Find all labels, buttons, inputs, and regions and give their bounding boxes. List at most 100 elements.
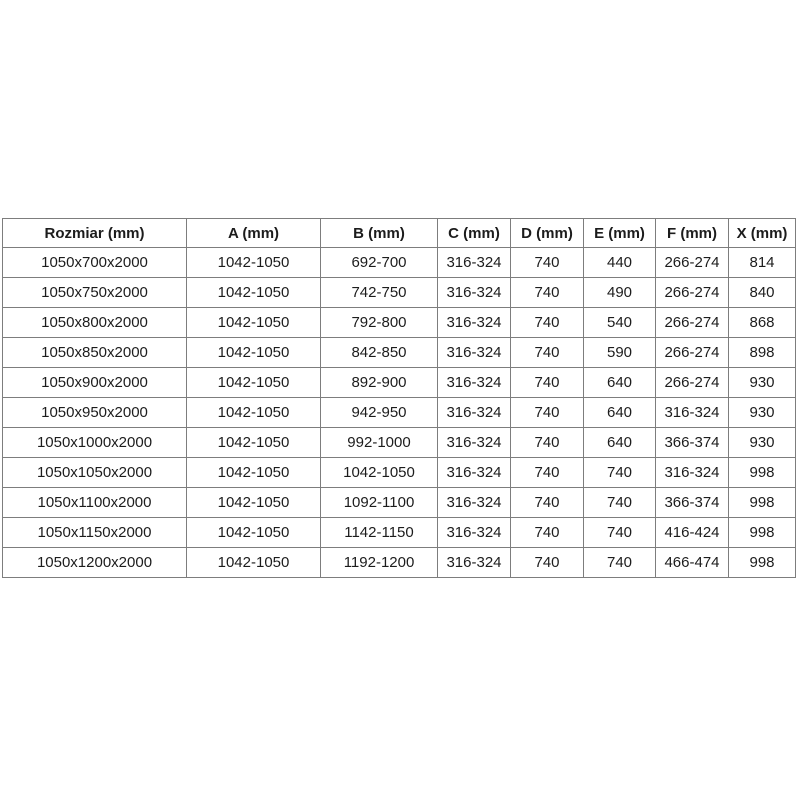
table-cell: 740 [510,307,584,338]
table-cell: 316-324 [437,247,511,278]
table-cell: 1042-1050 [186,547,321,578]
column-header: F (mm) [655,218,729,248]
table-row: 1050x800x2000 1042-1050 792-800 316-324 740 5… [2,307,796,338]
table-cell: 366-374 [655,487,729,518]
table-cell: 1042-1050 [186,307,321,338]
table-cell: 1050x900x2000 [2,367,187,398]
table-cell: 998 [728,457,796,488]
table-cell: 942-950 [320,397,438,428]
table-row: 1050x1000x2000 1042-1050 992-1000 316-324 74… [2,427,796,458]
table-cell: 930 [728,427,796,458]
table-cell: 1050x1050x2000 [2,457,187,488]
column-header: B (mm) [320,218,438,248]
table-cell: 1042-1050 [186,247,321,278]
table-cell: 692-700 [320,247,438,278]
table-cell: 740 [510,397,584,428]
table-row: 1050x900x2000 1042-1050 892-900 316-324 740 6… [2,367,796,398]
table-cell: 930 [728,397,796,428]
table-cell: 316-324 [437,487,511,518]
table-cell: 1142-1150 [320,517,438,548]
table-cell: 1050x700x2000 [2,247,187,278]
table-header-row: Rozmiar (mm) A (mm) B (mm) C (mm) D (mm) E (m… [2,218,796,248]
table-cell: 930 [728,367,796,398]
table-cell: 792-800 [320,307,438,338]
table-cell: 1050x800x2000 [2,307,187,338]
table-cell: 490 [583,277,656,308]
table-cell: 316-324 [655,457,729,488]
table-cell: 998 [728,517,796,548]
table-cell: 316-324 [437,427,511,458]
table-cell: 868 [728,307,796,338]
table-row: 1050x1150x2000 1042-1050 1142-1150 316-324 7… [2,517,796,548]
table-cell: 316-324 [655,397,729,428]
table-cell: 416-424 [655,517,729,548]
table-cell: 740 [510,517,584,548]
table-cell: 266-274 [655,247,729,278]
table-row: 1050x950x2000 1042-1050 942-950 316-324 740 6… [2,397,796,428]
table-cell: 540 [583,307,656,338]
table-cell: 842-850 [320,337,438,368]
table-cell: 590 [583,337,656,368]
size-table: Rozmiar (mm) A (mm) B (mm) C (mm) D (mm) E (m… [2,218,796,578]
table-cell: 1042-1050 [186,337,321,368]
table-cell: 266-274 [655,277,729,308]
table-cell: 740 [583,487,656,518]
table-cell: 1042-1050 [186,277,321,308]
table-cell: 316-324 [437,457,511,488]
table-row: 1050x850x2000 1042-1050 842-850 316-324 740 5… [2,337,796,368]
table-cell: 740 [510,367,584,398]
table-cell: 266-274 [655,307,729,338]
table-cell: 1042-1050 [186,427,321,458]
table-cell: 892-900 [320,367,438,398]
table-cell: 1192-1200 [320,547,438,578]
table-cell: 1042-1050 [186,397,321,428]
table-cell: 1050x1000x2000 [2,427,187,458]
column-header: X (mm) [728,218,796,248]
table-cell: 1050x750x2000 [2,277,187,308]
table-cell: 740 [583,457,656,488]
table-cell: 840 [728,277,796,308]
table-cell: 740 [510,487,584,518]
table-row: 1050x1100x2000 1042-1050 1092-1100 316-324 7… [2,487,796,518]
table-cell: 992-1000 [320,427,438,458]
table-cell: 316-324 [437,517,511,548]
table-cell: 640 [583,397,656,428]
table-cell: 740 [510,337,584,368]
table-cell: 1050x1100x2000 [2,487,187,518]
table-cell: 740 [583,517,656,548]
table-cell: 640 [583,367,656,398]
column-header: Rozmiar (mm) [2,218,187,248]
table-cell: 316-324 [437,337,511,368]
table-cell: 740 [510,427,584,458]
table-cell: 1050x950x2000 [2,397,187,428]
table-cell: 1050x1200x2000 [2,547,187,578]
table-cell: 316-324 [437,307,511,338]
table-cell: 1042-1050 [186,487,321,518]
table-cell: 998 [728,547,796,578]
table-cell: 316-324 [437,367,511,398]
table-cell: 1042-1050 [186,517,321,548]
table-cell: 740 [510,547,584,578]
table-cell: 1050x850x2000 [2,337,187,368]
table-cell: 366-374 [655,427,729,458]
table-cell: 266-274 [655,367,729,398]
column-header: D (mm) [510,218,584,248]
table-row: 1050x1200x2000 1042-1050 1192-1200 316-324 7… [2,547,796,578]
table-cell: 316-324 [437,397,511,428]
table-cell: 740 [510,457,584,488]
table-row: 1050x700x2000 1042-1050 692-700 316-324 740 4… [2,247,796,278]
column-header: A (mm) [186,218,321,248]
table-cell: 266-274 [655,337,729,368]
table-cell: 898 [728,337,796,368]
table-row: 1050x1050x2000 1042-1050 1042-1050 316-324 7… [2,457,796,488]
table-cell: 740 [583,547,656,578]
table-cell: 998 [728,487,796,518]
column-header: C (mm) [437,218,511,248]
table-cell: 742-750 [320,277,438,308]
table-cell: 640 [583,427,656,458]
table-cell: 814 [728,247,796,278]
table-cell: 1050x1150x2000 [2,517,187,548]
table-cell: 316-324 [437,277,511,308]
table-cell: 316-324 [437,547,511,578]
